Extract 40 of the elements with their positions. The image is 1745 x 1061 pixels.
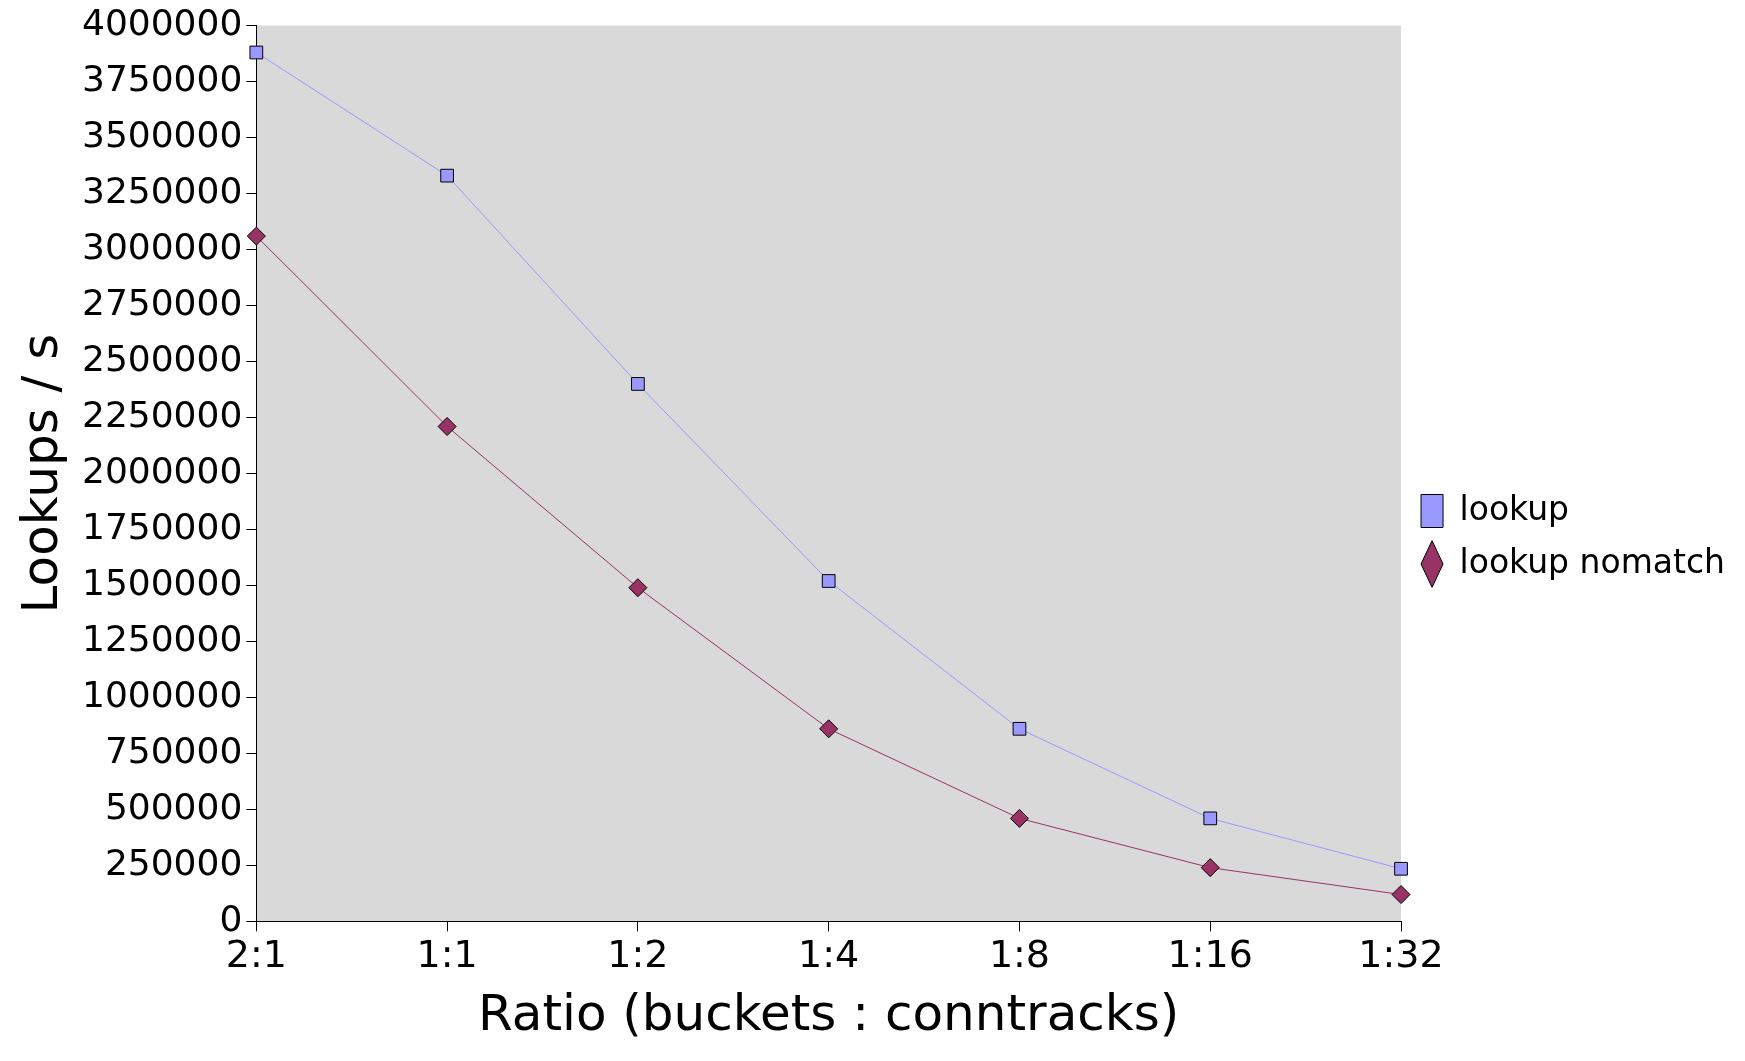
y-axis-title: Lookups / s: [10, 333, 69, 614]
x-tick-label: 1:32: [1358, 932, 1444, 977]
y-tick-label: 1750000: [81, 505, 243, 547]
point: [819, 719, 839, 739]
y-tick-label: 1250000: [81, 617, 243, 659]
y-tick-label: 2250000: [81, 393, 243, 435]
y-tick-label: 3750000: [81, 57, 243, 99]
y-tick-label: 2500000: [81, 337, 243, 379]
point: [1200, 858, 1220, 878]
x-tick-label: 1:8: [988, 932, 1051, 977]
x-tick-label: 1:2: [607, 932, 669, 977]
y-tick-label: 4000000: [81, 1, 243, 43]
y-tick-label: 3250000: [81, 169, 243, 211]
y-tick-label: 250000: [104, 841, 243, 883]
x-tick-label: 1:16: [1167, 932, 1253, 977]
point: [246, 226, 266, 246]
point: [437, 416, 457, 436]
y-tick-label: 2750000: [81, 281, 243, 323]
point: [1009, 808, 1029, 828]
y-tick-label: 1000000: [81, 673, 243, 715]
x-tick-label: 1:1: [416, 932, 478, 977]
y-tick-label: 3000000: [81, 225, 243, 267]
point: [821, 574, 836, 588]
point: [1012, 721, 1027, 736]
y-tick-label: 1500000: [81, 561, 243, 603]
point: [628, 578, 648, 598]
y-tick-label: 3500000: [81, 113, 243, 155]
point: [249, 45, 264, 60]
point: [440, 168, 454, 183]
y-tick-label: 750000: [104, 729, 243, 771]
point: [631, 377, 645, 391]
y-tick-label: 2000000: [81, 449, 243, 491]
x-axis-title: Ratio (buckets : conntracks): [478, 983, 1180, 1042]
x-tick-label: 1:4: [798, 932, 860, 977]
point: [1394, 861, 1408, 876]
point: [1203, 811, 1218, 826]
legend-label: lookup: [1459, 488, 1570, 528]
legend-label: lookup nomatch: [1459, 541, 1725, 581]
y-tick-label: 500000: [104, 785, 243, 827]
point: [1391, 885, 1411, 905]
